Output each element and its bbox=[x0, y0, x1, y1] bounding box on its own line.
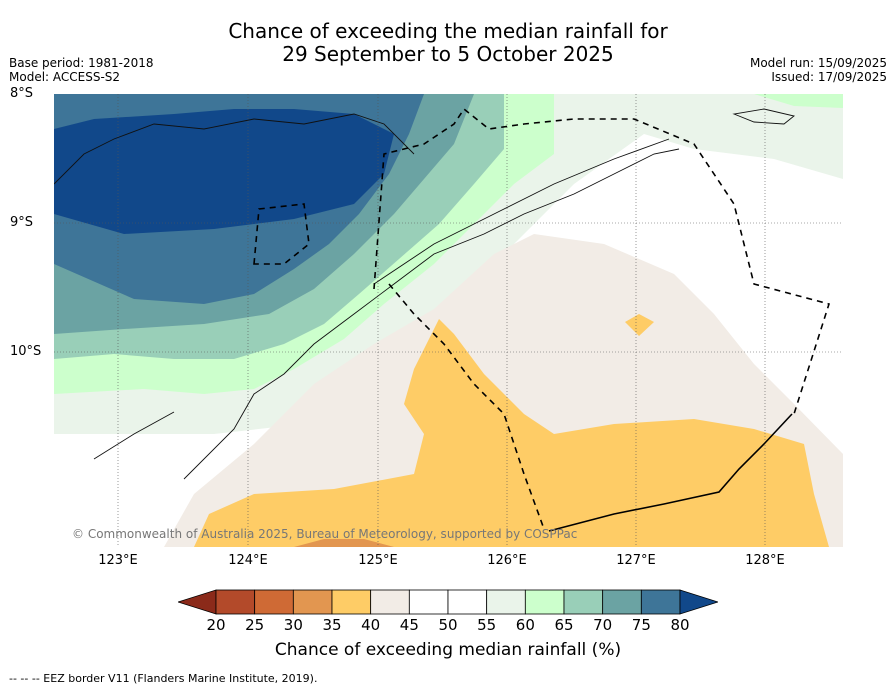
colorbar-segment bbox=[563, 589, 604, 615]
colorbar-segment bbox=[331, 589, 372, 615]
footer-legend: -- -- -- EEZ border V11 (Flanders Marine… bbox=[9, 672, 318, 685]
band-60-65-ne bbox=[754, 94, 843, 108]
lon-label-126e: 126°E bbox=[487, 553, 527, 568]
title-line-2: 29 September to 5 October 2025 bbox=[282, 42, 614, 66]
lat-label-10s: 10°S bbox=[10, 344, 42, 359]
colorbar-segment bbox=[292, 589, 333, 615]
colorbar-over-arrow bbox=[679, 589, 718, 615]
colorbar-segment bbox=[215, 589, 256, 615]
colorbar bbox=[178, 589, 718, 615]
colorbar-tick-label: 55 bbox=[477, 616, 497, 634]
model-text: Model: ACCESS-S2 bbox=[9, 70, 121, 84]
colorbar-tick-label: 75 bbox=[631, 616, 651, 634]
colorbar-segment bbox=[602, 589, 642, 615]
lon-label-125e: 125°E bbox=[358, 553, 398, 568]
colorbar-segment bbox=[254, 589, 294, 615]
coastline-rote bbox=[93, 411, 175, 460]
eez-border-enclave bbox=[253, 203, 310, 265]
colorbar-tick-label: 35 bbox=[322, 616, 342, 634]
colorbar-segment bbox=[447, 589, 488, 615]
colorbar-segment bbox=[486, 589, 526, 615]
coastlines bbox=[54, 108, 796, 480]
eez-borders bbox=[253, 107, 831, 532]
eez-border-timor-leste bbox=[373, 107, 831, 415]
rainfall-map bbox=[54, 94, 843, 547]
lat-label-8s: 8°S bbox=[10, 86, 34, 101]
title-line-1: Chance of exceeding the median rainfall … bbox=[228, 19, 668, 43]
band-40-45-hole bbox=[530, 319, 544, 354]
band-30-35 bbox=[294, 539, 394, 547]
band-above-80 bbox=[54, 109, 394, 234]
colorbar-under-arrow bbox=[178, 589, 217, 615]
colorbar-tick-label: 65 bbox=[554, 616, 574, 634]
colorbar-tick-label: 50 bbox=[438, 616, 458, 634]
left-metadata: Base period: 1981-2018 Model: ACCESS-S2 bbox=[9, 56, 154, 84]
lon-label-124e: 124°E bbox=[228, 553, 268, 568]
lon-label-127e: 127°E bbox=[616, 553, 656, 568]
model-run-text: Model run: 15/09/2025 bbox=[749, 56, 887, 70]
copyright-text: © Commonwealth of Australia 2025, Bureau… bbox=[72, 527, 578, 541]
band-35-40 bbox=[194, 319, 829, 547]
base-period-text: Base period: 1981-2018 bbox=[9, 56, 154, 70]
colorbar-tick-label: 45 bbox=[399, 616, 419, 634]
colorbar-tick-label: 60 bbox=[515, 616, 535, 634]
colorbar-segment bbox=[408, 589, 449, 615]
colorbar-tick-label: 80 bbox=[670, 616, 690, 634]
coastline-flores bbox=[54, 113, 415, 185]
colorbar-segment bbox=[370, 589, 410, 615]
map-title: Chance of exceeding the median rainfall … bbox=[0, 20, 896, 66]
colorbar-title: Chance of exceeding median rainfall (%) bbox=[274, 640, 622, 660]
colorbar-segment bbox=[640, 589, 681, 615]
graticule bbox=[54, 94, 843, 547]
lon-label-128e: 128°E bbox=[745, 553, 785, 568]
colorbar-tick-label: 20 bbox=[206, 616, 226, 634]
right-metadata: Model run: 15/09/2025 Issued: 17/09/2025 bbox=[750, 56, 887, 84]
coastline-timor-north bbox=[373, 138, 670, 285]
band-35-40-spot bbox=[625, 314, 654, 336]
lat-label-9s: 9°S bbox=[10, 215, 34, 230]
issued-text: Issued: 17/09/2025 bbox=[771, 70, 887, 84]
colorbar-tick-label: 30 bbox=[283, 616, 303, 634]
eez-border-solid bbox=[548, 413, 793, 532]
coastline-wetar bbox=[732, 108, 796, 125]
colorbar-tick-label: 70 bbox=[593, 616, 613, 634]
colorbar-segment bbox=[524, 589, 565, 615]
coastline-timor bbox=[183, 148, 680, 480]
colorbar-tick-label: 40 bbox=[361, 616, 381, 634]
lon-label-123e: 123°E bbox=[98, 553, 138, 568]
colorbar-tick-label: 25 bbox=[245, 616, 265, 634]
